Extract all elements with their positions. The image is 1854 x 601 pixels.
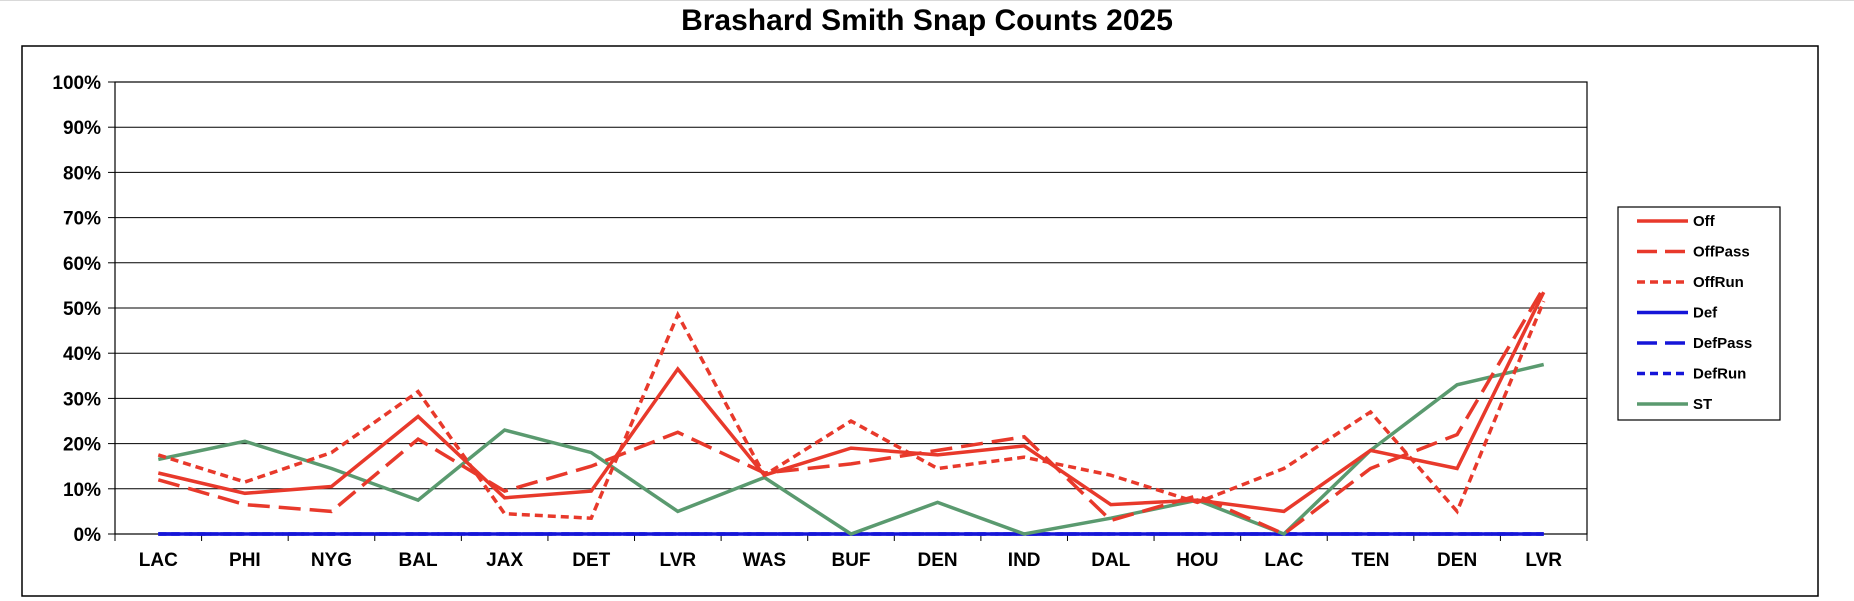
legend-label-defrun: DefRun (1693, 366, 1746, 383)
legend-label-offrun: OffRun (1693, 274, 1744, 291)
x-tick-label: LAC (1264, 550, 1303, 571)
y-tick-label: 80% (63, 163, 101, 184)
x-tick-label: PHI (229, 550, 261, 571)
x-tick-label: JAX (486, 550, 523, 571)
series-line-offpass (157, 286, 1546, 537)
y-tick-label: 10% (63, 480, 101, 501)
x-tick-label: WAS (743, 550, 786, 571)
legend-label-offpass: OffPass (1693, 244, 1750, 261)
x-tick-label: DAL (1091, 550, 1130, 571)
chart-title: Brashard Smith Snap Counts 2025 (681, 4, 1173, 37)
y-tick-label: 90% (63, 118, 101, 139)
x-tick-label: BAL (399, 550, 438, 571)
legend-label-st: ST (1693, 396, 1712, 413)
legend-label-off: Off (1693, 213, 1716, 230)
x-tick-label: LAC (139, 550, 178, 571)
y-tick-label: 60% (63, 254, 101, 275)
x-tick-label: LVR (1525, 550, 1562, 571)
y-tick-label: 100% (52, 73, 101, 94)
y-tick-label: 40% (63, 344, 101, 365)
x-tick-label: NYG (311, 550, 352, 571)
x-tick-label: HOU (1176, 550, 1218, 571)
y-tick-label: 0% (74, 525, 102, 546)
y-tick-label: 30% (63, 389, 101, 410)
x-tick-label: LVR (660, 550, 697, 571)
x-tick-label: BUF (831, 550, 870, 571)
legend-label-def: Def (1693, 305, 1718, 322)
x-tick-label: DEN (918, 550, 958, 571)
series-line-offrun (157, 300, 1546, 521)
x-tick-label: DEN (1437, 550, 1477, 571)
x-tick-label: TEN (1352, 550, 1390, 571)
y-tick-label: 70% (63, 209, 101, 230)
series-line-off (157, 291, 1546, 514)
x-tick-label: IND (1008, 550, 1041, 571)
y-tick-label: 50% (63, 299, 101, 320)
y-tick-label: 20% (63, 435, 101, 456)
legend-label-defpass: DefPass (1693, 335, 1752, 352)
x-tick-label: DET (572, 550, 610, 571)
series-line-st (157, 362, 1545, 537)
